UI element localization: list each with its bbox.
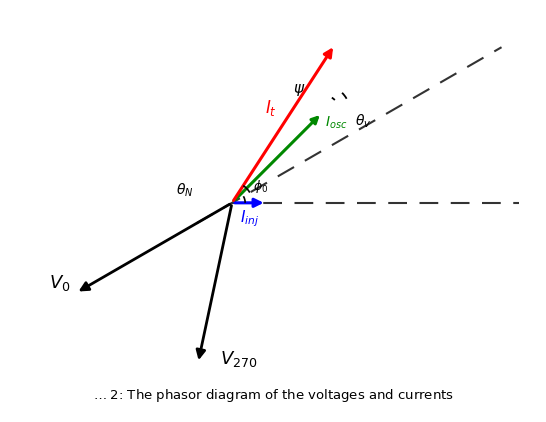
Text: $\theta_v$: $\theta_v$ xyxy=(354,113,371,130)
Text: $\phi_0$: $\phi_0$ xyxy=(253,178,269,195)
Text: $I_t$: $I_t$ xyxy=(265,98,276,118)
Text: $\psi$: $\psi$ xyxy=(293,82,305,98)
Text: $V_{270}$: $V_{270}$ xyxy=(220,349,258,369)
Text: $\ldots\;$2: The phasor diagram of the voltages and currents: $\ldots\;$2: The phasor diagram of the v… xyxy=(92,387,454,403)
Text: $I_{inj}$: $I_{inj}$ xyxy=(240,209,259,230)
Text: $V_0$: $V_0$ xyxy=(49,273,70,293)
Text: $\theta_N$: $\theta_N$ xyxy=(176,182,193,199)
Text: $I_{osc}$: $I_{osc}$ xyxy=(325,115,348,131)
